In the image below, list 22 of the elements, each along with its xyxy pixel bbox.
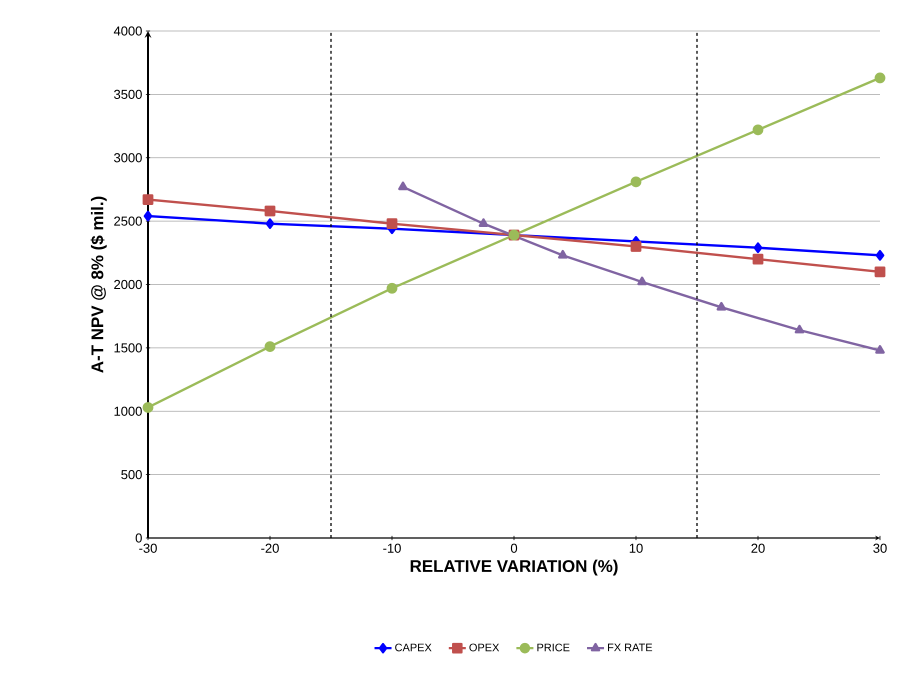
legend-label: FX RATE xyxy=(608,644,652,652)
x-tick-label: 20 xyxy=(751,544,765,553)
y-tick-label: 2000 xyxy=(114,280,142,290)
y-tick-label: 3500 xyxy=(114,90,142,99)
x-axis-title: RELATIVE VARIATION (%) xyxy=(410,560,618,576)
y-tick-label: 0 xyxy=(136,533,142,543)
x-tick-label: -30 xyxy=(139,544,157,553)
y-tick-label: 1500 xyxy=(114,343,142,352)
y-tick-label: 3000 xyxy=(114,153,142,162)
legend-label: OPEX xyxy=(469,644,500,652)
x-tick-label: -10 xyxy=(383,544,401,553)
legend-label: PRICE xyxy=(537,644,570,652)
y-tick-label: 2500 xyxy=(114,216,142,226)
legend-label: CAPEX xyxy=(395,644,432,652)
x-tick-label: -20 xyxy=(261,544,279,553)
y-tick-label: 1000 xyxy=(114,406,142,416)
x-tick-label: 0 xyxy=(510,544,518,553)
y-tick-label: 500 xyxy=(121,470,142,480)
y-axis-title: A-T NPV @ 8% ($ mil.) xyxy=(90,196,107,373)
x-tick-label: 10 xyxy=(630,544,643,553)
y-tick-label: 4000 xyxy=(114,26,142,36)
x-tick-label: 30 xyxy=(873,544,887,553)
